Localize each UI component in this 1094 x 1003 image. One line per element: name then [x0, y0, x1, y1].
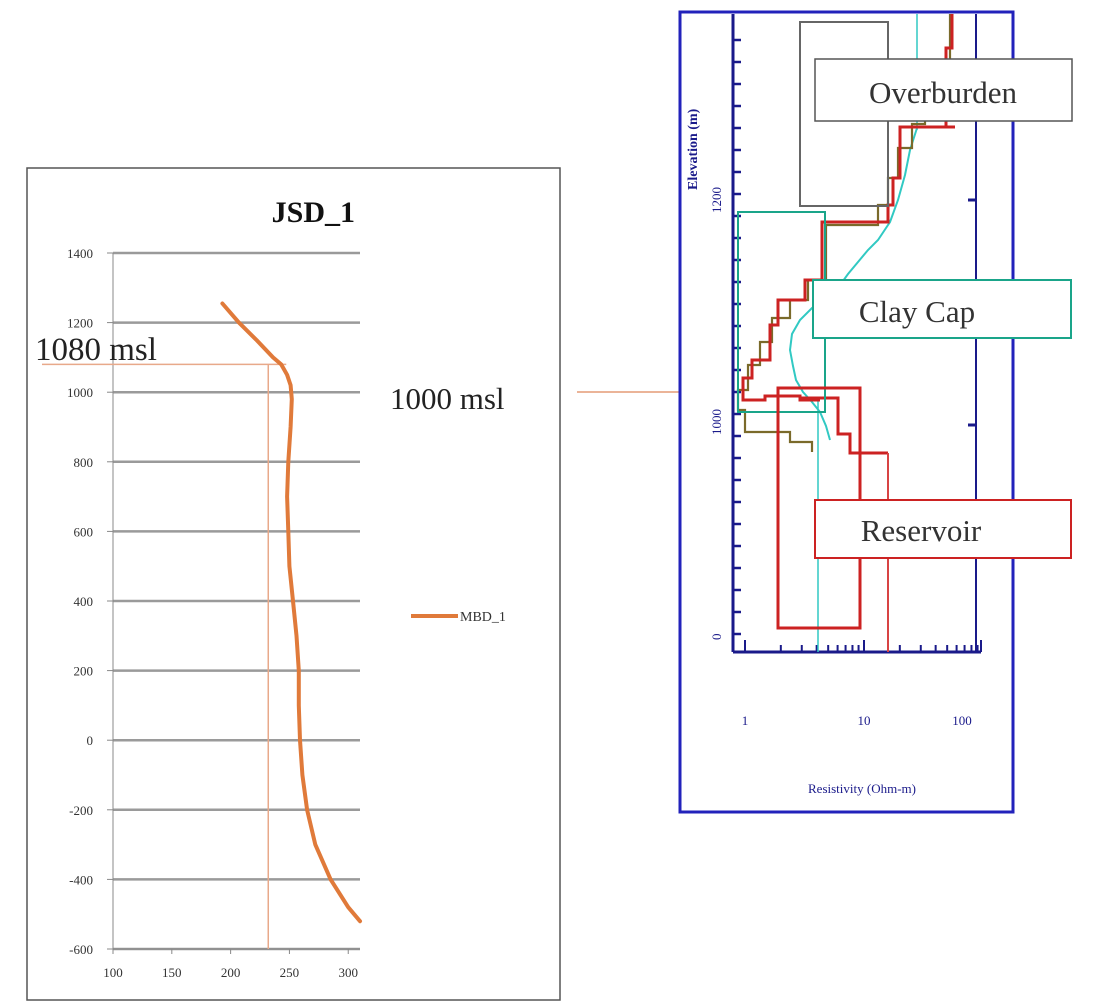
series-line-mbd-1 — [220, 301, 362, 924]
clay-cap-label: Clay Cap — [859, 294, 975, 329]
x-tick-labels: 100 150 200 250 300 — [103, 949, 358, 980]
y-tick-label: 800 — [74, 455, 94, 470]
y-tick-label: 200 — [74, 664, 94, 679]
y-tick-label: 1400 — [67, 246, 93, 261]
x-axis-title: Resistivity (Ohm-m) — [808, 781, 916, 796]
x-tick-label: 200 — [221, 965, 241, 980]
x-tick-label: 300 — [338, 965, 358, 980]
red-stepped-curve-lower — [800, 396, 888, 455]
right-y-tick-0: 0 — [709, 634, 724, 641]
y-tick-label: -600 — [69, 942, 93, 957]
legend-label-mbd-1: MBD_1 — [460, 610, 506, 625]
reservoir-label-box — [814, 499, 1072, 559]
right-x-tick-100: 100 — [952, 713, 972, 728]
overburden-label-box — [814, 58, 1073, 122]
right-x-tick-1: 1 — [742, 713, 749, 728]
y-tick-labels: 1400 1200 1000 800 600 400 200 0 -200 -400 -600 — [67, 246, 93, 957]
overburden-label: Overburden — [869, 75, 1018, 110]
x-tick-label: 250 — [280, 965, 300, 980]
x-tick-label: 100 — [103, 965, 123, 980]
right-y-tick-1000: 1000 — [709, 409, 724, 435]
jsd-chart: JSD_1 1400 1200 1000 800 600 400 200 0 -200 -400 -… — [26, 167, 561, 1001]
red-stepped-curve — [741, 14, 954, 402]
chart-title: JSD_1 — [272, 196, 355, 229]
clay-cap-label-box — [812, 279, 1072, 339]
reservoir-label: Reservoir — [861, 513, 982, 548]
olive-stepped-curve — [736, 14, 952, 452]
resistivity-chart: Elevation (m) 1200 1000 0 1 10 100 Resis… — [678, 10, 1073, 814]
y-tick-label: 1200 — [67, 316, 93, 331]
annotation-1080-msl: 1080 msl — [35, 332, 157, 368]
annotation-1000-msl: 1000 msl — [390, 381, 505, 416]
y-tick-label: 400 — [74, 594, 94, 609]
y-tick-label: 600 — [74, 524, 94, 539]
y-tick-label: -400 — [69, 872, 93, 887]
y-axis-title: Elevation (m) — [686, 108, 701, 190]
right-x-tick-10: 10 — [858, 713, 871, 728]
y-tick-label: -200 — [69, 803, 93, 818]
resistivity-frame — [678, 10, 1015, 814]
right-y-tick-1200: 1200 — [709, 187, 724, 213]
jsd-chart-frame — [26, 167, 561, 1001]
y-tick-label: 0 — [87, 733, 94, 748]
x-tick-label: 150 — [162, 965, 182, 980]
y-tick-label: 1000 — [67, 385, 93, 400]
